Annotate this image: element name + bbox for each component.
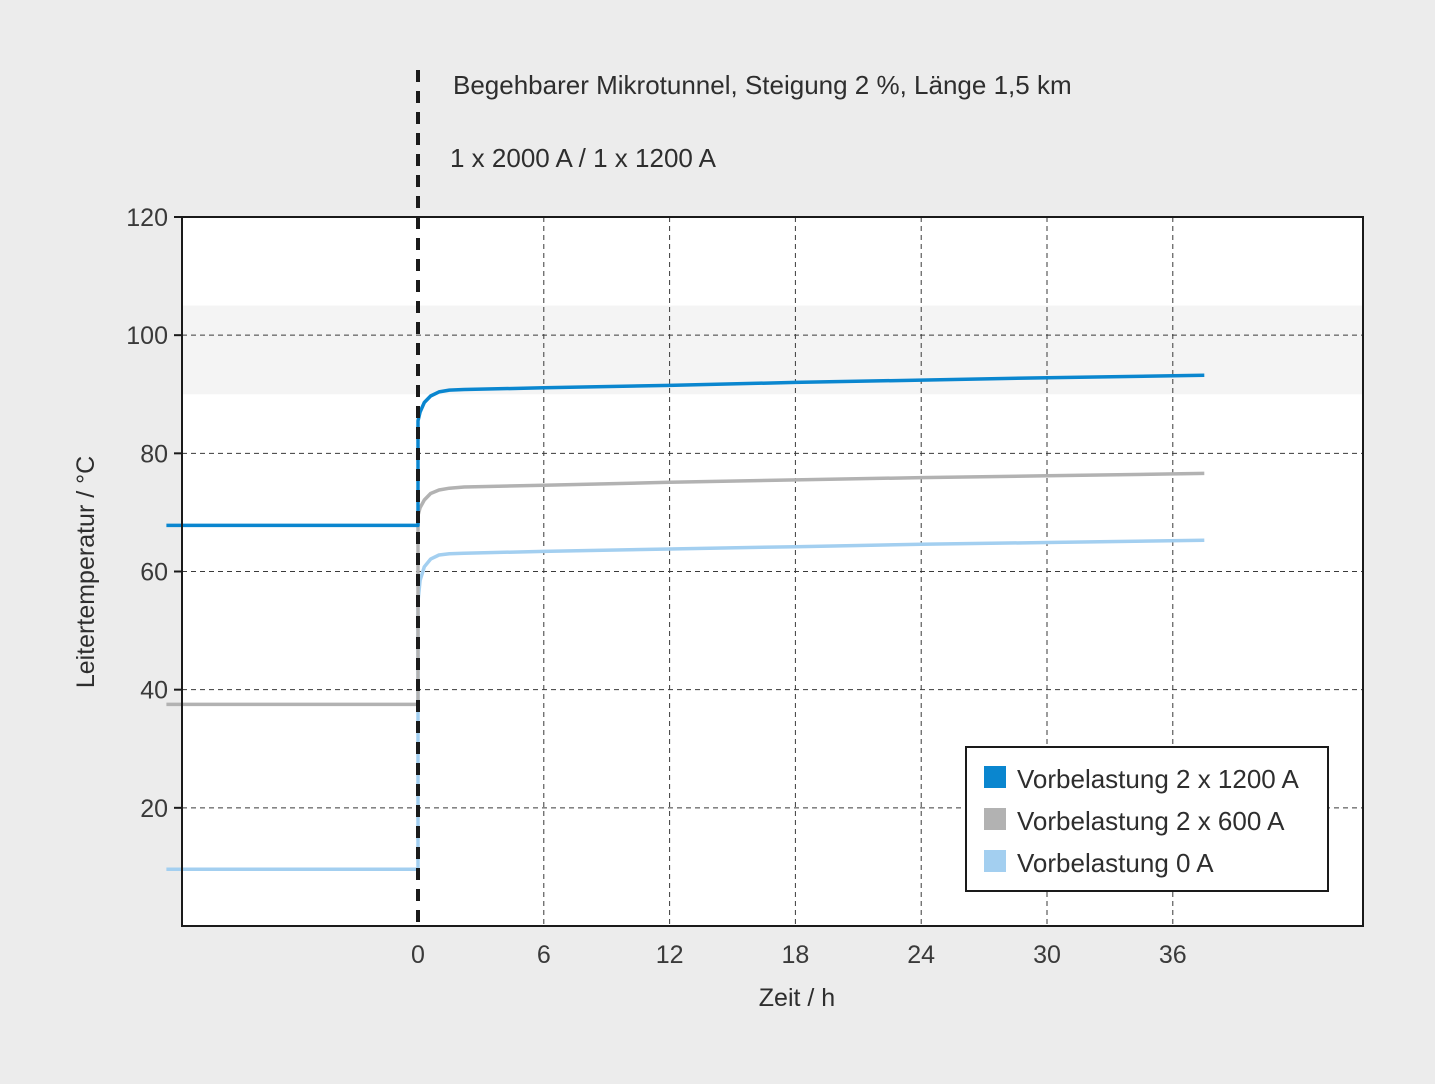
- y-axis-ticks: 20 40 60 80 100 120: [126, 204, 182, 823]
- y-tick-label: 80: [140, 440, 168, 468]
- legend-label: Vorbelastung 2 x 1200 A: [1017, 764, 1300, 794]
- y-tick-label: 60: [140, 559, 168, 587]
- y-tick-label: 100: [126, 322, 168, 350]
- y-axis-label: Leitertemperatur / °C: [72, 456, 100, 688]
- chart-subtitle: 1 x 2000 A / 1 x 1200 A: [450, 143, 717, 173]
- legend-label: Vorbelastung 2 x 600 A: [1017, 806, 1285, 836]
- legend: Vorbelastung 2 x 1200 A Vorbelastung 2 x …: [965, 746, 1329, 892]
- x-tick-label: 36: [1159, 941, 1187, 969]
- x-tick-label: 0: [411, 941, 425, 969]
- x-tick-label: 18: [781, 941, 809, 969]
- x-axis-label: Zeit / h: [759, 984, 835, 1012]
- highlight-band: [183, 305, 1362, 395]
- x-tick-label: 6: [537, 941, 551, 969]
- x-axis-ticks: 0 6 12 18 24 30 36: [411, 941, 1187, 969]
- y-tick-label: 20: [140, 795, 168, 823]
- legend-swatch: [984, 808, 1006, 830]
- legend-swatch: [984, 766, 1006, 788]
- x-tick-label: 30: [1033, 941, 1061, 969]
- y-tick-label: 40: [140, 677, 168, 705]
- y-tick-label: 120: [126, 204, 168, 232]
- chart-title: Begehbarer Mikrotunnel, Steigung 2 %, Lä…: [453, 70, 1072, 100]
- x-tick-label: 24: [907, 941, 935, 969]
- legend-swatch: [984, 850, 1006, 872]
- x-tick-label: 12: [656, 941, 684, 969]
- legend-label: Vorbelastung 0 A: [1017, 848, 1214, 878]
- legend-box: [965, 746, 1329, 892]
